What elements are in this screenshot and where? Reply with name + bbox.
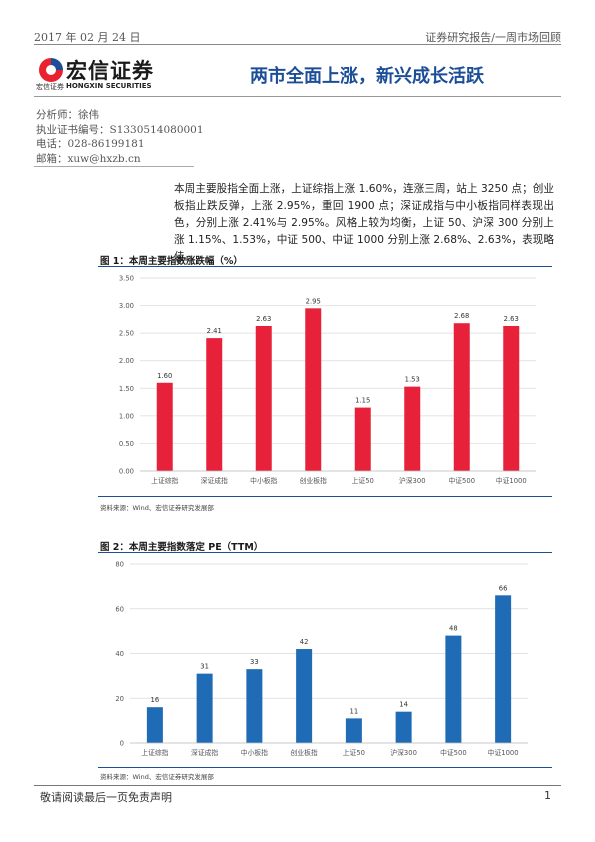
analyst-name: 分析师：徐伟	[36, 109, 99, 121]
bar-value-label: 2.63	[256, 315, 271, 323]
y-tick-label: 2.00	[119, 357, 134, 365]
figure2-chart: 0 20 40 60 80 16 上证综指 31 深证成指 33 中小板指 42 创业板指 11 上证50 1…	[115, 561, 528, 757]
logo-name: 宏信证券	[66, 59, 154, 83]
bar	[255, 325, 272, 471]
figure1-chart: 0.00 0.50 1.00 1.50 2.00 2.50 3.00 3.50 1.60 上证综指…	[119, 275, 536, 485]
bar	[395, 711, 412, 743]
y-tick-label: 80	[115, 561, 124, 569]
logo-sub-cn: 宏信证券	[36, 83, 64, 91]
category-label: 中证500	[440, 748, 467, 757]
bar-value-label: 14	[399, 701, 408, 709]
bar-value-label: 42	[300, 638, 309, 646]
y-tick-label: 0.50	[119, 440, 134, 448]
page-number: 1	[544, 789, 551, 802]
bar-value-label: 2.41	[207, 327, 222, 335]
figure2-title: 图 2：本周主要指数落定 PE（TTM）	[100, 542, 264, 553]
y-tick-label: 3.50	[119, 275, 134, 283]
bar	[305, 308, 322, 471]
category-label: 创业板指	[291, 748, 318, 757]
phone: 电话：028-86199181	[36, 138, 145, 150]
y-tick-label: 0.00	[119, 468, 134, 476]
category-label: 上证50	[343, 748, 365, 757]
bar	[156, 382, 173, 471]
category-label: 中证500	[448, 476, 475, 485]
category-label: 中证1000	[496, 476, 527, 485]
category-label: 沪深300	[390, 748, 417, 757]
hongxin-logo-icon	[39, 58, 63, 82]
bar	[246, 669, 263, 743]
report-type: 证券研究报告/一周市场回顾	[425, 31, 561, 44]
figure2-bottom-rule	[98, 767, 552, 768]
figure2-source: 资料来源：Wind、宏信证券研究发展部	[100, 773, 214, 781]
bar-value-label: 2.95	[306, 297, 321, 305]
category-label: 中证1000	[488, 748, 519, 757]
license-number: 执业证书编号：S1330514080001	[36, 123, 204, 136]
bar	[146, 707, 163, 743]
headline-divider	[34, 96, 561, 97]
y-tick-label: 40	[115, 650, 124, 658]
bar	[404, 386, 421, 471]
author-divider	[34, 166, 194, 167]
figure2-top-rule	[98, 552, 552, 553]
bar	[445, 635, 462, 743]
category-label: 上证50	[352, 476, 374, 485]
footer-divider	[34, 785, 561, 786]
figure1-bottom-rule	[98, 496, 552, 497]
bar	[495, 595, 512, 743]
bar-value-label: 1.15	[355, 397, 370, 405]
bar	[354, 407, 371, 471]
y-tick-label: 20	[115, 695, 124, 703]
category-label: 创业板指	[300, 476, 327, 485]
y-tick-label: 1.00	[119, 412, 134, 420]
bar-value-label: 48	[449, 625, 458, 633]
email: 邮箱：xuw@hxzb.cn	[36, 152, 141, 165]
category-label: 上证综指	[141, 748, 168, 757]
bar-value-label: 31	[200, 663, 209, 671]
category-label: 中小板指	[241, 748, 268, 757]
bar-value-label: 33	[250, 658, 259, 666]
y-tick-label: 2.50	[119, 330, 134, 338]
bar-value-label: 66	[499, 584, 508, 592]
category-label: 中小板指	[250, 476, 277, 485]
y-tick-label: 60	[115, 605, 124, 613]
bar	[206, 338, 223, 471]
bar-value-label: 1.60	[157, 372, 172, 380]
bar	[453, 323, 470, 471]
y-tick-label: 0	[120, 740, 124, 748]
summary-paragraph: 本周主要股指全面上涨，上证综指上涨 1.60%，连涨三周，站上 3250 点；创…	[174, 183, 554, 263]
disclaimer-note: 敬请阅读最后一页免责声明	[40, 791, 172, 804]
figure1-top-rule	[98, 266, 552, 267]
figure1-source: 资料来源：Wind、宏信证券研究发展部	[100, 504, 214, 512]
category-label: 深证成指	[201, 476, 228, 485]
bar-value-label: 16	[151, 696, 160, 704]
bar-value-label: 2.68	[454, 312, 469, 320]
logo-sub-en: HONGXIN SECURITIES	[66, 82, 152, 90]
y-tick-label: 1.50	[119, 385, 134, 393]
bar	[196, 673, 213, 743]
report-date: 2017 年 02 月 24 日	[34, 31, 141, 44]
figure1-title: 图 1：本周主要指数涨跌幅（%）	[100, 256, 243, 267]
header-divider	[34, 44, 561, 45]
bar	[503, 325, 520, 471]
bar-value-label: 1.53	[405, 376, 420, 384]
author-block: 分析师：徐伟 执业证书编号：S1330514080001 电话：028-8619…	[36, 108, 204, 166]
category-label: 沪深300	[399, 476, 426, 485]
category-label: 深证成指	[191, 748, 218, 757]
bar	[345, 718, 362, 743]
bar-value-label: 11	[350, 707, 359, 715]
category-label: 上证综指	[151, 476, 178, 485]
bar-value-label: 2.63	[504, 315, 519, 323]
bar	[296, 649, 313, 743]
report-headline: 两市全面上涨，新兴成长活跃	[250, 66, 484, 87]
y-tick-label: 3.00	[119, 302, 134, 310]
